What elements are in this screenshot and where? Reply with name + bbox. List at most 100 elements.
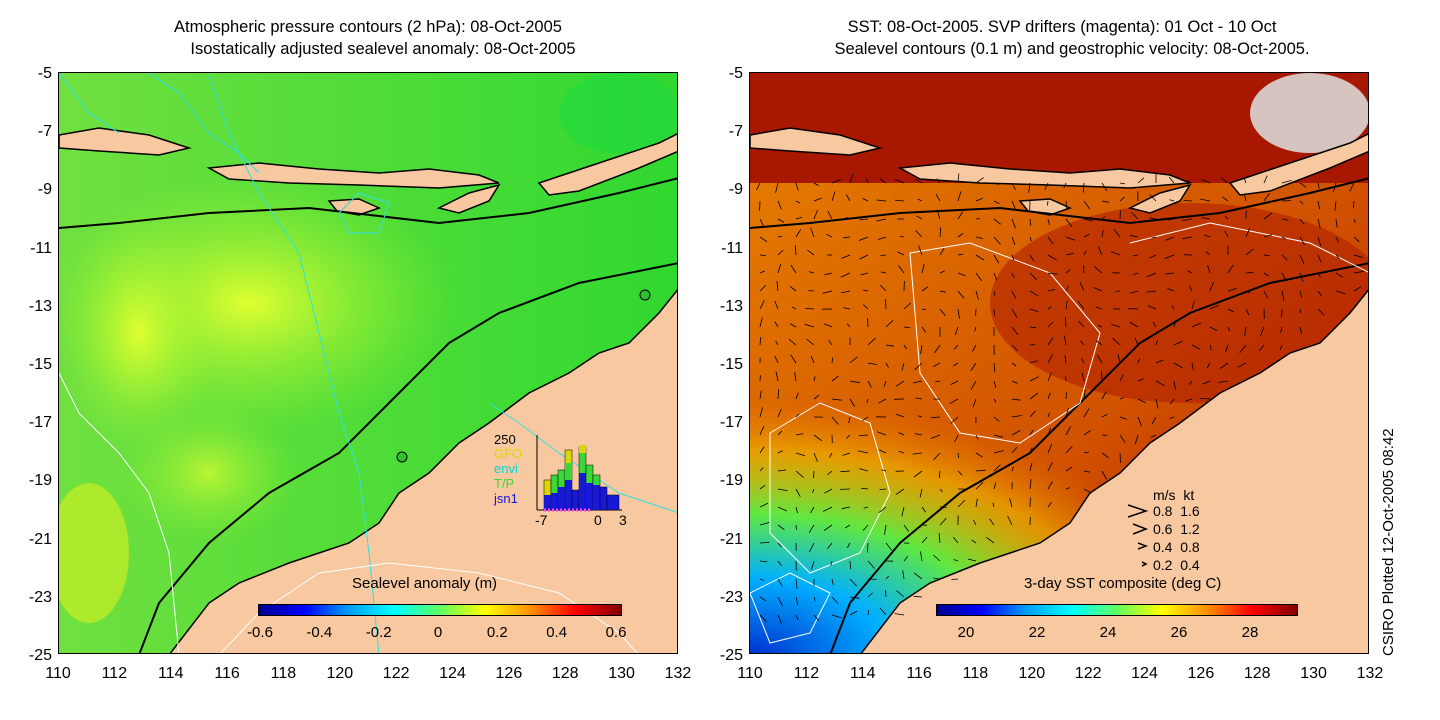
velocity-vector xyxy=(1164,272,1175,275)
velocity-vector xyxy=(1134,337,1139,346)
left-title-line2: Isostatically adjusted sealevel anomaly:… xyxy=(190,40,576,58)
velocity-vector xyxy=(913,572,923,580)
velocity-vector xyxy=(867,560,875,569)
velocity-vector xyxy=(1011,466,1014,472)
sealevel-contour xyxy=(909,242,1101,444)
australia-landmass xyxy=(169,289,677,653)
velocity-vector xyxy=(1029,254,1035,262)
velocity-vector xyxy=(1083,430,1091,436)
velocity-vector xyxy=(993,416,1000,422)
velocity-vector xyxy=(1110,251,1121,256)
velocity-vector xyxy=(810,355,815,364)
velocity-vector xyxy=(993,272,997,281)
velocity-vector xyxy=(993,200,1000,205)
velocity-vector xyxy=(795,229,801,238)
velocity-vector xyxy=(789,323,797,328)
velocity-vector xyxy=(1047,306,1052,310)
velocity-vector xyxy=(813,197,822,202)
velocity-vector xyxy=(795,452,806,457)
velocity-vector xyxy=(862,524,869,531)
velocity-vector xyxy=(1281,290,1285,301)
velocity-vector xyxy=(1155,339,1158,346)
histogram-bar xyxy=(551,493,558,510)
altimeter-coverage-histogram xyxy=(536,435,622,512)
velocity-vector xyxy=(1353,236,1360,243)
velocity-vector xyxy=(858,434,869,436)
velocity-vector xyxy=(1335,272,1344,278)
velocity-vector xyxy=(1097,246,1103,256)
velocity-vector xyxy=(777,218,785,223)
velocity-vector xyxy=(1011,415,1022,418)
x-tick-label: 118 xyxy=(270,665,297,682)
velocity-vector xyxy=(1029,272,1037,280)
velocity-vector xyxy=(876,199,887,202)
velocity-vector xyxy=(1188,285,1193,292)
velocity-vector xyxy=(1137,378,1144,382)
velocity-vector xyxy=(970,362,977,372)
velocity-arrow-0.2 xyxy=(1141,561,1148,567)
velocity-vector xyxy=(1029,447,1033,454)
velocity-vector xyxy=(1335,290,1346,295)
velocity-vector xyxy=(914,433,923,436)
velocity-vector xyxy=(1245,227,1251,238)
velocity-vector xyxy=(1047,236,1054,245)
java-island xyxy=(59,127,192,156)
velocity-vector xyxy=(813,596,816,602)
velocity-vector xyxy=(1317,290,1323,297)
velocity-vector xyxy=(957,211,964,220)
inset-legend-envi: envi xyxy=(494,461,518,476)
x-tick-label: 124 xyxy=(1131,665,1158,682)
x-tick-label: 122 xyxy=(382,665,410,682)
velocity-vector xyxy=(933,554,941,562)
velocity-vector xyxy=(1209,281,1214,292)
velocity-vector xyxy=(880,271,887,274)
velocity-vector xyxy=(913,380,923,384)
velocity-vector xyxy=(933,362,941,367)
velocity-vector xyxy=(1101,391,1107,400)
velocity-vector xyxy=(795,413,800,418)
y-tick-label: -7 xyxy=(37,123,52,141)
lesser-sunda-islands xyxy=(897,162,1191,189)
velocity-vector xyxy=(901,506,905,517)
sst-colorbar xyxy=(936,604,1298,616)
velocity-vector xyxy=(917,198,923,202)
velocity-vector xyxy=(1299,218,1305,225)
colorbar-tick-label: 22 xyxy=(1028,624,1046,641)
velocity-vector xyxy=(1244,194,1247,202)
velocity-vector xyxy=(1186,180,1193,184)
velocity-vector xyxy=(950,416,959,424)
velocity-vector xyxy=(861,416,869,422)
velocity-vector xyxy=(1281,218,1289,221)
inset-x-tick-zero: 0 xyxy=(594,512,602,528)
velocity-vector xyxy=(921,506,926,513)
velocity-vector xyxy=(878,449,887,454)
colorbar-tick-label: -0.4 xyxy=(306,624,333,641)
velocity-vector xyxy=(1028,182,1031,193)
velocity-vector xyxy=(1165,236,1175,241)
sealevel-contour xyxy=(769,402,891,574)
velocity-vector xyxy=(1130,211,1139,220)
velocity-vector xyxy=(795,596,799,606)
velocity-vector xyxy=(777,389,780,400)
velocity-vector xyxy=(884,524,887,535)
velocity-vector xyxy=(930,434,941,439)
velocity-vector xyxy=(1151,236,1157,239)
velocity-vector xyxy=(1047,481,1053,490)
velocity-vector xyxy=(759,502,769,508)
velocity-vector xyxy=(1094,266,1103,274)
x-tick-label: 126 xyxy=(1187,665,1215,682)
velocity-legend-header: m/s kt xyxy=(1153,487,1195,503)
velocity-vector xyxy=(1209,344,1212,351)
velocity-vector xyxy=(759,541,770,544)
velocity-vector xyxy=(1281,272,1287,282)
velocity-vector xyxy=(804,323,815,328)
y-tick-label: -15 xyxy=(28,356,52,373)
velocity-vector xyxy=(1065,487,1070,490)
velocity-vector xyxy=(759,578,765,581)
velocity-vector xyxy=(1047,461,1053,472)
velocity-vector xyxy=(993,464,1001,472)
velocity-vector xyxy=(1147,272,1157,278)
velocity-vector xyxy=(1011,362,1017,367)
velocity-vector xyxy=(1353,200,1355,208)
velocity-vector xyxy=(939,308,946,317)
